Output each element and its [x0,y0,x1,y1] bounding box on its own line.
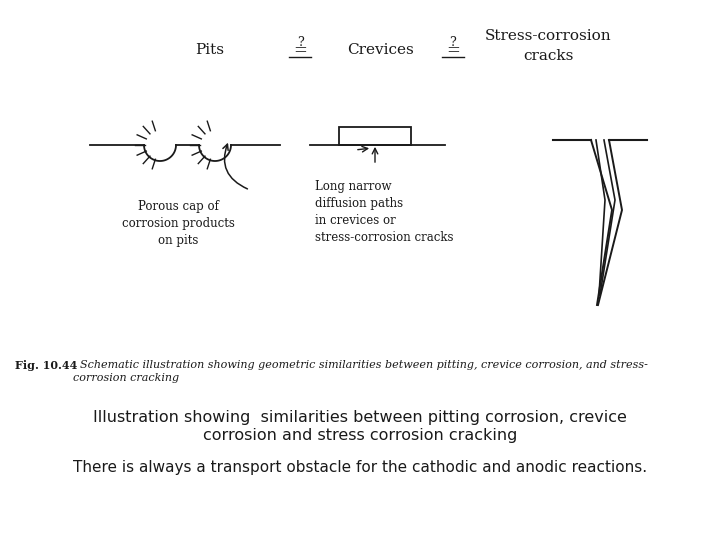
Text: Porous cap of
corrosion products
on pits: Porous cap of corrosion products on pits [122,200,235,247]
Text: Schematic illustration showing geometric similarities between pitting, crevice c: Schematic illustration showing geometric… [73,360,648,383]
Text: =: = [446,43,460,59]
Text: =: = [293,43,307,59]
Text: There is always a transport obstacle for the cathodic and anodic reactions.: There is always a transport obstacle for… [73,460,647,475]
Text: ?: ? [449,37,456,50]
Text: Pits: Pits [196,43,225,57]
Text: Illustration showing  similarities between pitting corrosion, crevice: Illustration showing similarities betwee… [93,410,627,425]
Text: Long narrow
diffusion paths
in crevices or
stress-corrosion cracks: Long narrow diffusion paths in crevices … [315,180,454,244]
Text: corrosion and stress corrosion cracking: corrosion and stress corrosion cracking [203,428,517,443]
Text: Stress-corrosion
cracks: Stress-corrosion cracks [485,29,611,63]
Bar [339,127,411,145]
Text: Fig. 10.44: Fig. 10.44 [15,360,77,371]
Text: Crevices: Crevices [346,43,413,57]
Text: ?: ? [297,37,303,50]
